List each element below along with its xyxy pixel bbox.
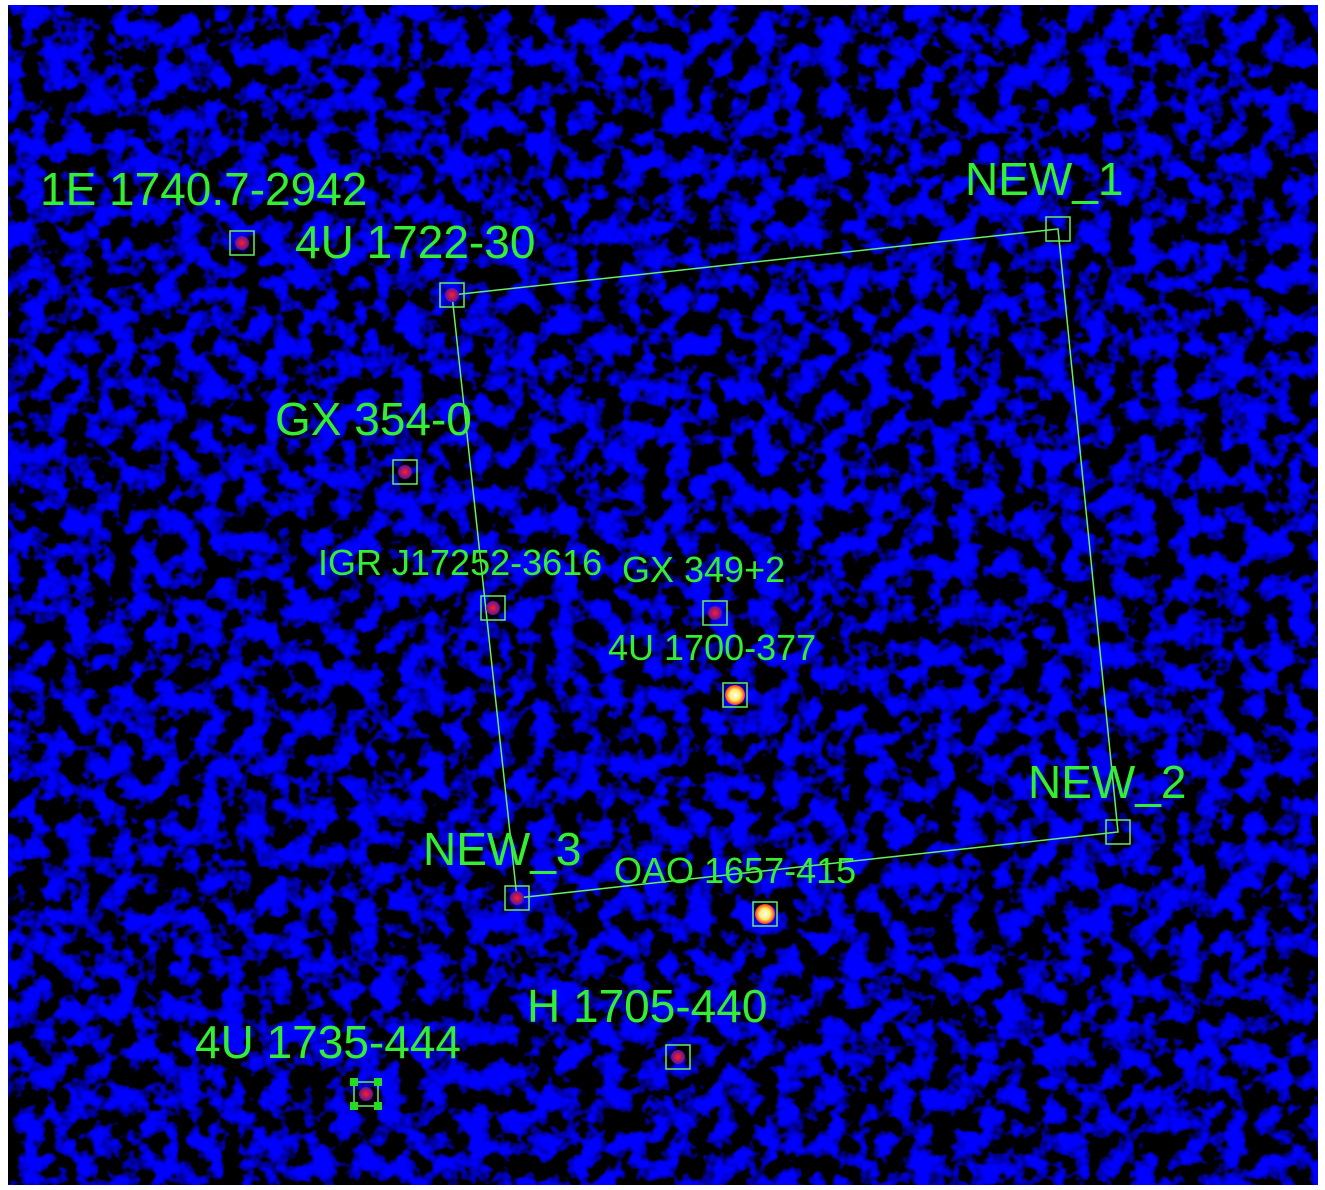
source-label: 4U 1722-30	[295, 216, 535, 268]
source-label: GX 349+2	[622, 549, 785, 590]
selection-handle	[374, 1078, 382, 1086]
source-blob	[708, 606, 722, 620]
source-blob	[510, 891, 524, 905]
source-blob	[359, 1087, 373, 1101]
sky-image: 1E 1740.7-29424U 1722-30 NEW_1 GX 354-0 IGR…	[0, 0, 1325, 1190]
selection-handle	[374, 1102, 382, 1110]
source-label: IGR J17252-3616	[318, 542, 602, 583]
source-blob	[445, 288, 459, 302]
source-blob	[398, 465, 412, 479]
source-label: OAO 1657-415	[614, 850, 856, 891]
source-label: 1E 1740.7-2942	[40, 163, 367, 215]
page: 1E 1740.7-29424U 1722-30 NEW_1 GX 354-0 IGR…	[0, 0, 1325, 1190]
selection-handle	[350, 1078, 358, 1086]
source-label: H 1705-440	[527, 980, 767, 1032]
source-blob	[235, 236, 249, 250]
source-label: NEW_1	[965, 153, 1123, 205]
source-label: 4U 1735-444	[195, 1016, 461, 1068]
source-label: NEW_2	[1028, 756, 1186, 808]
source-label: GX 354-0	[275, 393, 472, 445]
source-label: 4U 1700-377	[608, 627, 816, 668]
source-blob	[486, 601, 500, 615]
source-blob	[755, 904, 775, 924]
source-label: NEW_3	[423, 823, 581, 875]
selection-handle	[350, 1102, 358, 1110]
source-blob	[671, 1050, 685, 1064]
source-blob	[725, 685, 745, 705]
